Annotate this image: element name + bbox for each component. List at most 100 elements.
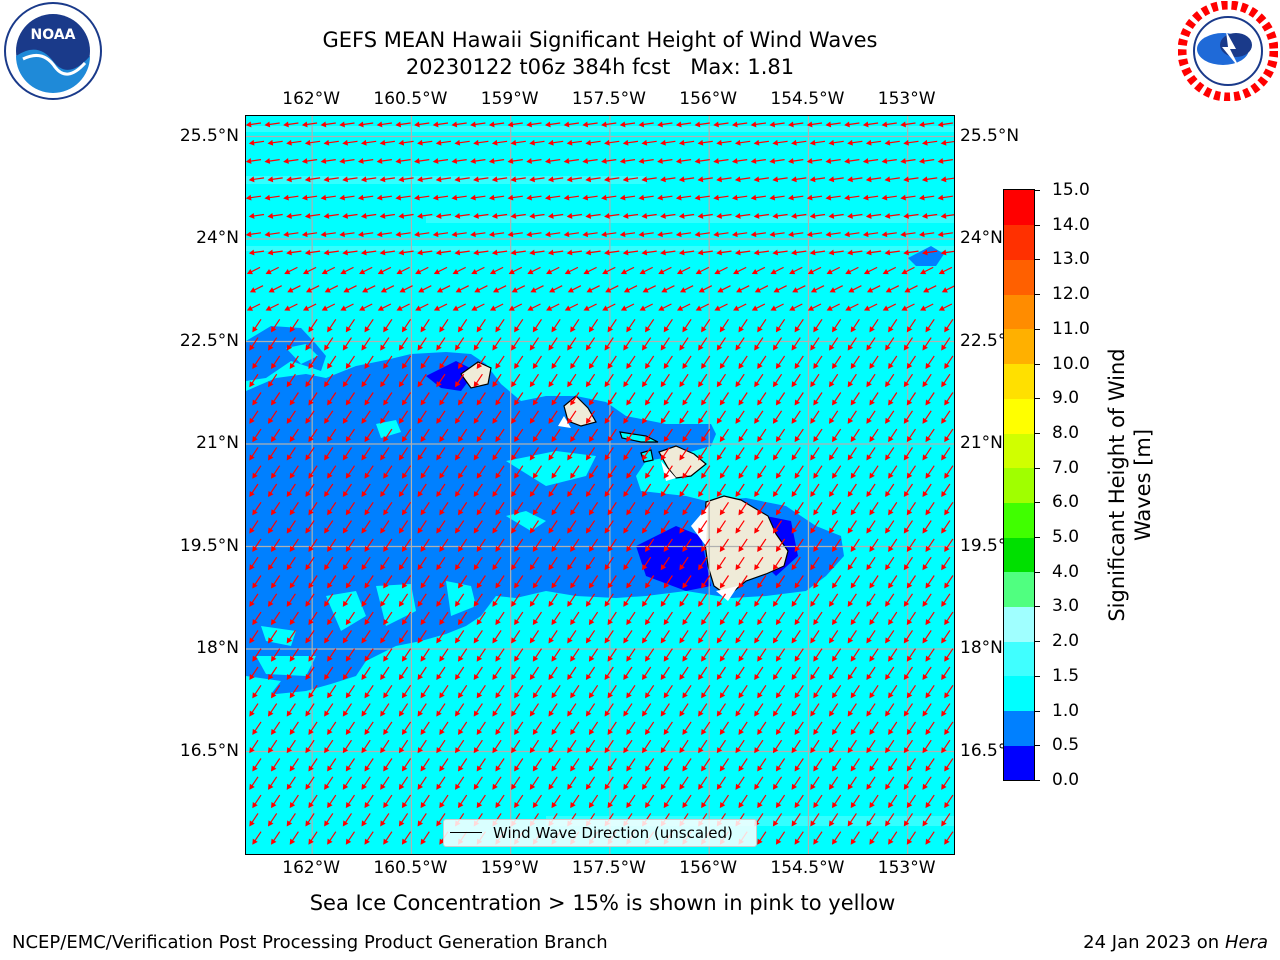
wave-arrow	[847, 139, 863, 146]
wave-arrow	[380, 556, 390, 571]
wave-arrow	[925, 538, 935, 552]
wave-arrow	[380, 447, 390, 461]
wave-arrow	[829, 285, 843, 293]
wave-arrow	[623, 630, 633, 644]
wave-arrow	[495, 721, 505, 735]
wave-arrow	[862, 121, 879, 128]
wave-arrow	[716, 249, 732, 256]
wave-arrow	[547, 249, 564, 256]
wave-arrow	[738, 355, 748, 369]
lon-tick-label-bot: 153°W	[877, 858, 936, 878]
wave-arrow	[327, 721, 337, 735]
colorbar-label: Significant Height of Wind Waves [m]	[1104, 348, 1156, 621]
wave-arrow	[570, 684, 580, 699]
wave-arrow	[944, 794, 954, 809]
wave-arrow	[866, 593, 876, 607]
wave-arrow	[271, 355, 281, 369]
wave-arrow	[775, 831, 786, 845]
wave-arrow	[698, 410, 708, 424]
wave-arrow	[881, 231, 897, 238]
wave-arrow	[420, 794, 430, 809]
wave-arrow	[451, 121, 467, 128]
wave-arrow	[660, 739, 670, 754]
wave-arrow	[398, 739, 409, 754]
wave-arrow	[738, 684, 748, 699]
wave-arrow	[679, 447, 689, 461]
wave-arrow	[682, 648, 692, 662]
wave-arrow	[345, 355, 355, 369]
lat-tick-label-left: 16.5°N	[179, 740, 239, 761]
wave-arrow	[342, 739, 352, 754]
wave-arrow	[417, 176, 433, 183]
wave-arrow	[682, 538, 692, 552]
wave-arrow	[380, 593, 390, 607]
wave-arrow	[847, 447, 857, 461]
wave-arrow	[345, 465, 355, 479]
wave-arrow	[380, 813, 390, 827]
wave-arrow	[885, 410, 895, 424]
wave-arrow	[570, 721, 580, 735]
wave-arrow	[376, 231, 392, 238]
wave-arrow	[657, 194, 673, 201]
wave-arrow	[436, 520, 446, 534]
wave-arrow	[308, 355, 318, 369]
wave-arrow	[458, 648, 468, 662]
wave-arrow	[885, 483, 895, 498]
wave-arrow	[308, 611, 318, 626]
wave-arrow	[380, 483, 390, 498]
wave-arrow	[850, 684, 860, 699]
wave-arrow	[305, 703, 315, 717]
wave-arrow	[458, 355, 468, 369]
wave-arrow	[888, 465, 898, 479]
wave-arrow	[698, 483, 708, 498]
wave-arrow	[731, 194, 748, 201]
wave-arrow	[289, 721, 299, 735]
wave-arrow	[492, 703, 502, 717]
wave-arrow	[694, 121, 710, 128]
wave-arrow	[476, 465, 486, 479]
wave-arrow	[492, 285, 507, 293]
wave-arrow	[507, 231, 523, 238]
wave-arrow	[922, 337, 932, 351]
wave-arrow	[398, 447, 409, 461]
wave-arrow	[701, 648, 711, 662]
wave-arrow	[885, 373, 895, 388]
wave-arrow	[695, 266, 710, 275]
wave-arrow	[268, 410, 278, 424]
wave-arrow	[906, 575, 916, 589]
wave-arrow	[806, 231, 823, 238]
wave-arrow	[514, 684, 524, 699]
wave-arrow	[362, 285, 376, 293]
wave-arrow	[271, 831, 281, 845]
wave-arrow	[862, 231, 879, 238]
wave-arrow	[327, 648, 337, 662]
wave-arrow	[754, 556, 764, 571]
wave-arrow	[454, 249, 470, 256]
wave-arrow	[794, 355, 804, 369]
wave-arrow	[549, 285, 563, 293]
wave-arrow	[885, 337, 895, 351]
wave-arrow	[645, 501, 655, 516]
wave-arrow	[476, 721, 486, 735]
wave-arrow	[918, 158, 935, 164]
wave-arrow	[248, 213, 265, 219]
wave-arrow	[604, 483, 614, 498]
wave-arrow	[547, 213, 564, 219]
wave-arrow	[604, 630, 614, 644]
wave-arrow	[810, 337, 820, 351]
wave-arrow	[754, 593, 764, 607]
wave-arrow	[360, 139, 377, 146]
wave-arrow	[435, 139, 452, 146]
wave-arrow	[602, 266, 616, 275]
wave-arrow	[829, 373, 839, 388]
wave-arrow	[289, 611, 299, 626]
wave-arrow	[548, 447, 558, 461]
wave-arrow	[944, 611, 954, 626]
wave-arrow	[583, 266, 597, 275]
wave-arrow	[473, 410, 483, 424]
wave-arrow	[570, 501, 580, 516]
wave-arrow	[619, 121, 636, 128]
wave-arrow	[398, 139, 414, 146]
wave-arrow	[604, 739, 614, 754]
wave-arrow	[529, 630, 539, 644]
